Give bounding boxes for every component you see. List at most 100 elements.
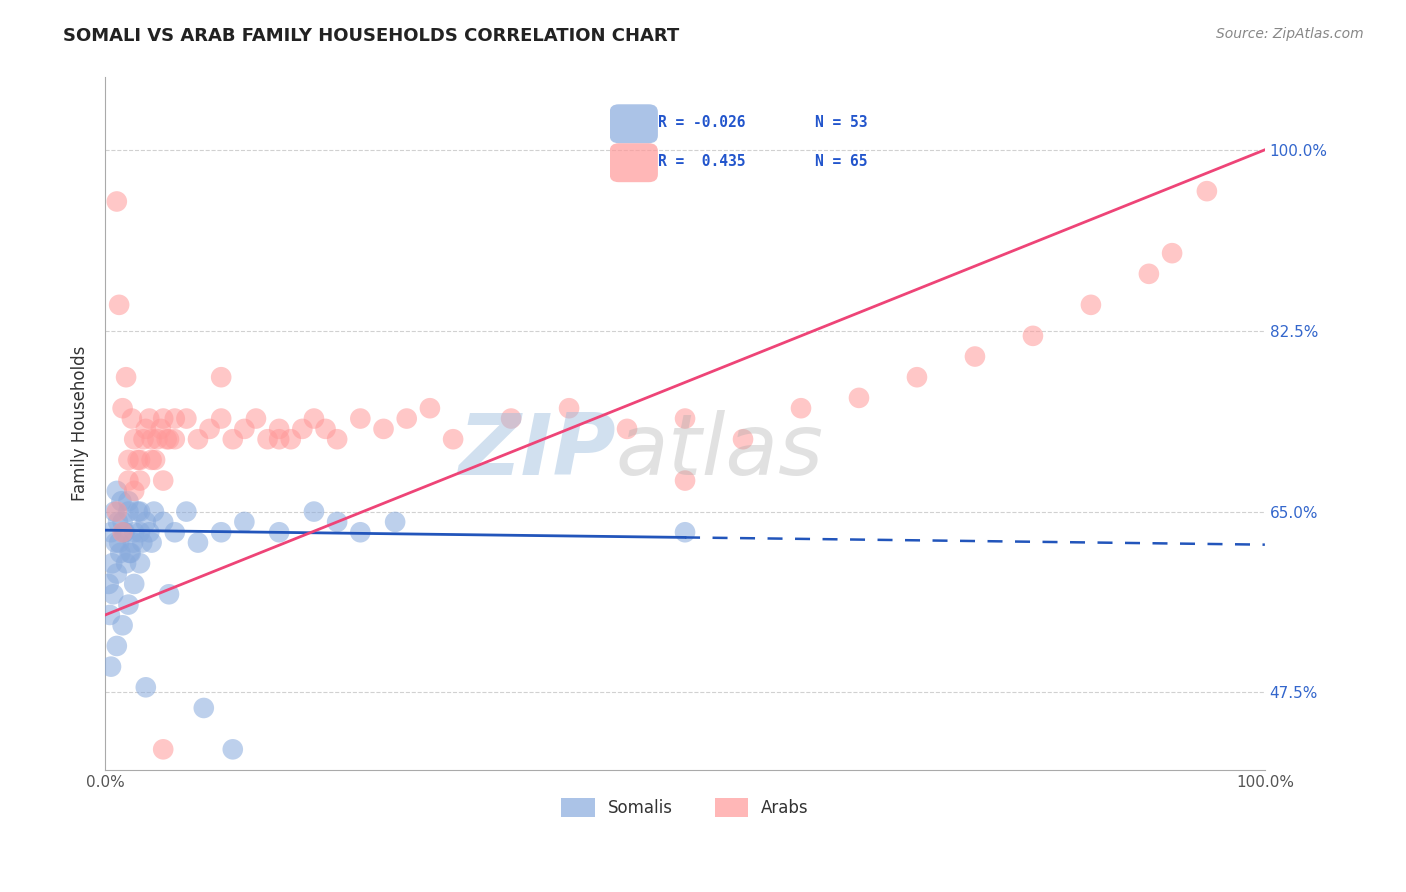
- Point: [302, 411, 325, 425]
- Point: [349, 525, 371, 540]
- Point: [141, 432, 163, 446]
- Point: [115, 556, 138, 570]
- Point: [152, 411, 174, 425]
- Point: [131, 535, 153, 549]
- Point: [209, 411, 232, 425]
- Point: [101, 556, 124, 570]
- Point: [269, 422, 291, 436]
- Point: [103, 505, 125, 519]
- Point: [121, 411, 143, 425]
- Text: ZIP: ZIP: [458, 410, 616, 493]
- Point: [122, 525, 145, 540]
- Point: [156, 432, 179, 446]
- Point: [302, 505, 325, 519]
- Point: [673, 525, 696, 540]
- Point: [315, 422, 337, 436]
- Point: [111, 401, 134, 416]
- Point: [105, 639, 128, 653]
- Point: [149, 422, 172, 436]
- Point: [963, 350, 986, 364]
- Point: [122, 577, 145, 591]
- Point: [97, 577, 120, 591]
- Point: [673, 411, 696, 425]
- Point: [117, 598, 139, 612]
- Point: [117, 474, 139, 488]
- Point: [269, 525, 291, 540]
- Point: [142, 505, 165, 519]
- Point: [110, 494, 132, 508]
- Point: [122, 483, 145, 498]
- Point: [108, 535, 131, 549]
- Point: [1161, 246, 1184, 260]
- Point: [100, 525, 122, 540]
- Point: [291, 422, 314, 436]
- Point: [157, 587, 180, 601]
- Point: [103, 587, 125, 601]
- Point: [152, 742, 174, 756]
- Point: [193, 701, 215, 715]
- Point: [790, 401, 813, 416]
- Point: [558, 401, 581, 416]
- Point: [129, 525, 152, 540]
- Point: [98, 607, 121, 622]
- Point: [209, 525, 232, 540]
- Text: atlas: atlas: [616, 410, 824, 493]
- Point: [129, 505, 152, 519]
- Point: [501, 411, 523, 425]
- Point: [111, 618, 134, 632]
- Point: [616, 422, 638, 436]
- Point: [129, 453, 152, 467]
- Point: [233, 515, 256, 529]
- Point: [326, 432, 349, 446]
- Point: [848, 391, 870, 405]
- Point: [122, 535, 145, 549]
- Point: [105, 483, 128, 498]
- Point: [143, 453, 166, 467]
- Point: [326, 515, 349, 529]
- Point: [135, 515, 157, 529]
- Point: [373, 422, 395, 436]
- Point: [1137, 267, 1160, 281]
- Point: [176, 411, 198, 425]
- Point: [105, 194, 128, 209]
- Point: [176, 505, 198, 519]
- Point: [280, 432, 302, 446]
- Point: [163, 432, 186, 446]
- Point: [115, 370, 138, 384]
- Point: [111, 515, 134, 529]
- Point: [187, 432, 209, 446]
- Point: [127, 453, 149, 467]
- Point: [111, 525, 134, 540]
- Point: [395, 411, 418, 425]
- Point: [135, 681, 157, 695]
- Point: [122, 432, 145, 446]
- Point: [198, 422, 221, 436]
- Point: [209, 370, 232, 384]
- Point: [673, 474, 696, 488]
- Point: [138, 525, 160, 540]
- Y-axis label: Family Households: Family Households: [72, 346, 89, 501]
- Point: [419, 401, 441, 416]
- Point: [163, 525, 186, 540]
- Text: Source: ZipAtlas.com: Source: ZipAtlas.com: [1216, 27, 1364, 41]
- Point: [157, 432, 180, 446]
- Point: [245, 411, 267, 425]
- Point: [108, 298, 131, 312]
- Point: [100, 659, 122, 673]
- Point: [1022, 329, 1045, 343]
- Point: [905, 370, 928, 384]
- Point: [135, 422, 157, 436]
- Point: [1080, 298, 1102, 312]
- Point: [141, 453, 163, 467]
- Point: [349, 411, 371, 425]
- Point: [1195, 184, 1218, 198]
- Point: [117, 494, 139, 508]
- Point: [120, 546, 142, 560]
- Point: [105, 505, 128, 519]
- Point: [146, 432, 169, 446]
- Point: [129, 556, 152, 570]
- Point: [222, 742, 245, 756]
- Point: [269, 432, 291, 446]
- Point: [117, 453, 139, 467]
- Point: [114, 525, 136, 540]
